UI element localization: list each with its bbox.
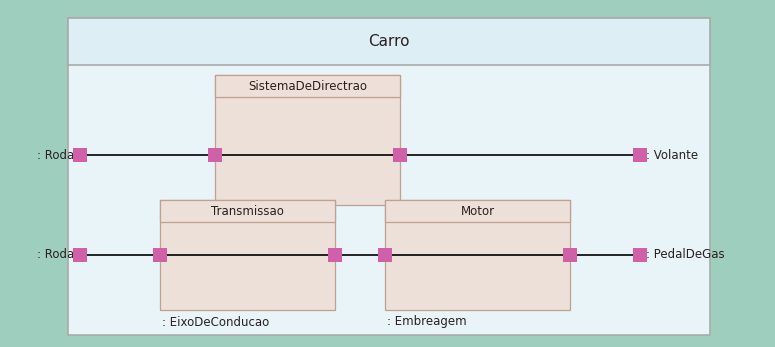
- Bar: [215, 75, 400, 97]
- Text: : PedalDeGas: : PedalDeGas: [646, 248, 725, 262]
- Bar: [215, 75, 400, 205]
- Text: : Embreagem: : Embreagem: [387, 315, 467, 329]
- Text: : Volante: : Volante: [646, 149, 698, 161]
- Bar: [633, 248, 647, 262]
- Bar: [393, 148, 407, 162]
- Bar: [563, 248, 577, 262]
- Bar: [160, 200, 335, 310]
- Text: Carro: Carro: [368, 34, 410, 49]
- Text: Transmissao: Transmissao: [211, 204, 284, 218]
- Bar: [328, 248, 342, 262]
- Bar: [633, 148, 647, 162]
- Text: : EixoDeConducao: : EixoDeConducao: [162, 315, 269, 329]
- Bar: [208, 148, 222, 162]
- Bar: [73, 148, 87, 162]
- Bar: [385, 200, 570, 222]
- Bar: [73, 248, 87, 262]
- Bar: [378, 248, 392, 262]
- Text: : Roda: : Roda: [36, 248, 74, 262]
- Bar: [385, 200, 570, 310]
- Bar: [68, 18, 710, 65]
- Text: : Roda: : Roda: [36, 149, 74, 161]
- Text: Motor: Motor: [460, 204, 494, 218]
- Bar: [153, 248, 167, 262]
- Text: SistemaDeDirectrao: SistemaDeDirectrao: [248, 79, 367, 93]
- Bar: [68, 18, 710, 335]
- Bar: [160, 200, 335, 222]
